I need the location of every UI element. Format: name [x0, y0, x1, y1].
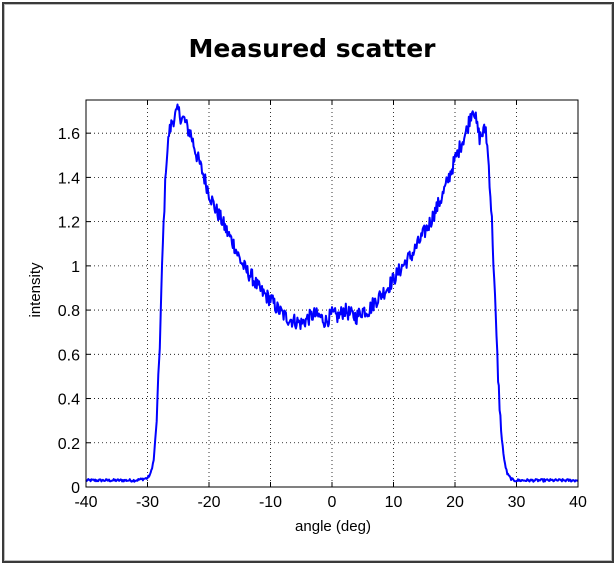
x-tick-label: 10 [385, 494, 403, 511]
y-tick-label: 0.6 [58, 347, 80, 364]
tick-marks [85, 100, 579, 488]
x-axis-label: angle (deg) [295, 518, 371, 535]
grid-lines [86, 100, 578, 487]
x-tick-label: 30 [508, 494, 526, 511]
y-tick-label: 0.8 [58, 303, 80, 320]
series-group [85, 103, 579, 483]
x-tick-label: -20 [197, 494, 220, 511]
x-tick-label: -30 [136, 494, 159, 511]
x-tick-label: 0 [328, 494, 337, 511]
y-tick-label: 1.2 [58, 215, 80, 232]
y-tick-label: 1.4 [58, 170, 80, 187]
x-tick-label: -10 [259, 494, 282, 511]
y-tick-label: 1.6 [58, 126, 80, 143]
x-tick-label: -40 [74, 494, 97, 511]
y-tick-label: 1 [71, 259, 80, 276]
chart-title: Measured scatter [188, 34, 436, 63]
x-tick-label: 40 [569, 494, 587, 511]
intensity-series-line [85, 103, 579, 483]
y-tick-label: 0.2 [58, 436, 80, 453]
x-tick-label: 20 [446, 494, 464, 511]
y-axis-label: intensity [27, 262, 44, 318]
y-tick-label: 0.4 [58, 392, 80, 409]
y-tick-label: 0 [71, 480, 80, 497]
